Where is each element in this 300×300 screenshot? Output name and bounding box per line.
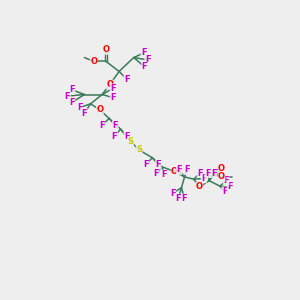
Text: F: F xyxy=(143,160,149,169)
Text: F: F xyxy=(112,132,117,141)
Text: F: F xyxy=(142,62,147,71)
Text: F: F xyxy=(110,84,116,93)
Text: F: F xyxy=(110,93,116,102)
Text: F: F xyxy=(201,174,207,183)
Text: F: F xyxy=(141,48,147,57)
Text: O: O xyxy=(90,57,97,66)
Text: F: F xyxy=(223,176,229,185)
Text: F: F xyxy=(145,56,150,64)
Text: S: S xyxy=(136,146,142,154)
Text: F: F xyxy=(170,189,176,198)
Text: F: F xyxy=(197,169,203,178)
Text: F: F xyxy=(69,85,75,94)
Text: F: F xyxy=(99,121,105,130)
Text: F: F xyxy=(176,194,181,203)
Text: F: F xyxy=(211,169,217,178)
Text: F: F xyxy=(124,75,130,84)
Text: O: O xyxy=(106,80,113,89)
Text: F: F xyxy=(77,103,83,112)
Text: F: F xyxy=(176,166,182,175)
Text: O: O xyxy=(96,105,103,114)
Text: F: F xyxy=(161,170,167,179)
Text: F: F xyxy=(124,132,130,141)
Text: F: F xyxy=(222,187,227,196)
Text: O: O xyxy=(218,164,225,173)
Text: F: F xyxy=(69,98,75,107)
Text: F: F xyxy=(205,169,211,178)
Text: O: O xyxy=(218,172,225,182)
Text: F: F xyxy=(184,166,190,175)
Text: O: O xyxy=(196,182,203,191)
Text: F: F xyxy=(82,109,87,118)
Text: S: S xyxy=(128,137,134,146)
Text: F: F xyxy=(65,92,70,100)
Text: O: O xyxy=(171,167,178,176)
Text: F: F xyxy=(112,121,118,130)
Text: F: F xyxy=(227,182,233,191)
Text: F: F xyxy=(156,160,161,169)
Text: F: F xyxy=(182,194,188,203)
Text: O: O xyxy=(103,45,110,54)
Text: F: F xyxy=(153,169,159,178)
